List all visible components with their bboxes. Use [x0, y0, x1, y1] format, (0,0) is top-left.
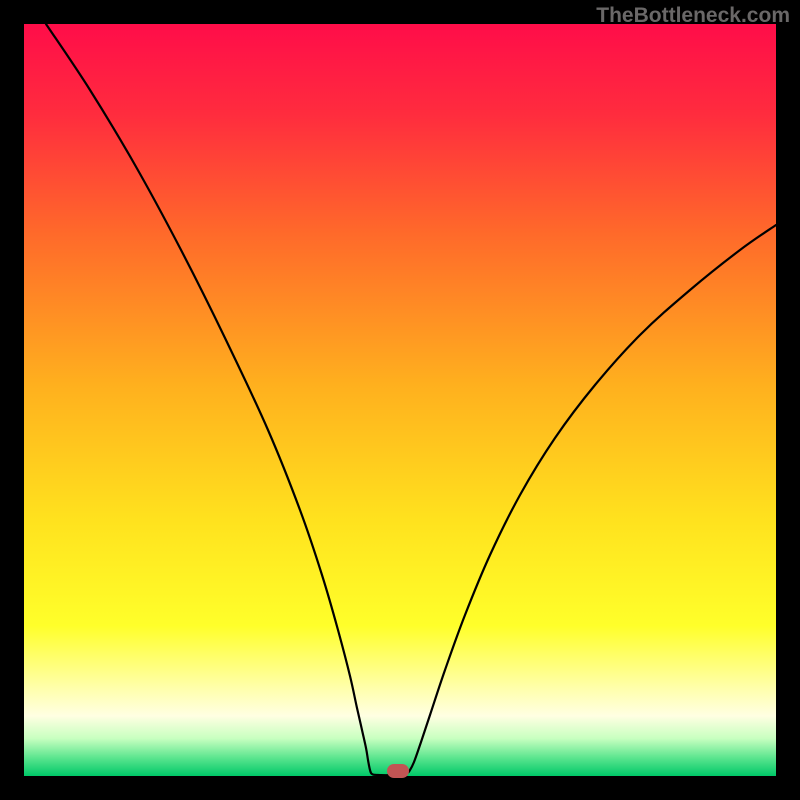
bottleneck-chart — [0, 0, 800, 800]
optimum-marker — [387, 764, 409, 778]
watermark-text: TheBottleneck.com — [596, 4, 790, 28]
chart-container: TheBottleneck.com — [0, 0, 800, 800]
plot-background — [24, 24, 776, 776]
